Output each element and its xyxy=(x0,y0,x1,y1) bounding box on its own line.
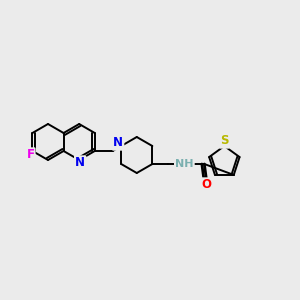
Text: O: O xyxy=(201,178,212,191)
Text: O: O xyxy=(201,178,212,191)
Text: N: N xyxy=(113,136,123,149)
Text: S: S xyxy=(220,134,229,148)
Text: NH: NH xyxy=(175,159,194,169)
Text: N: N xyxy=(75,157,85,169)
Text: N: N xyxy=(75,157,85,169)
Text: F: F xyxy=(26,148,34,161)
Text: N: N xyxy=(113,136,123,149)
Text: S: S xyxy=(220,134,229,148)
Text: F: F xyxy=(26,148,34,161)
Text: NH: NH xyxy=(175,159,194,169)
